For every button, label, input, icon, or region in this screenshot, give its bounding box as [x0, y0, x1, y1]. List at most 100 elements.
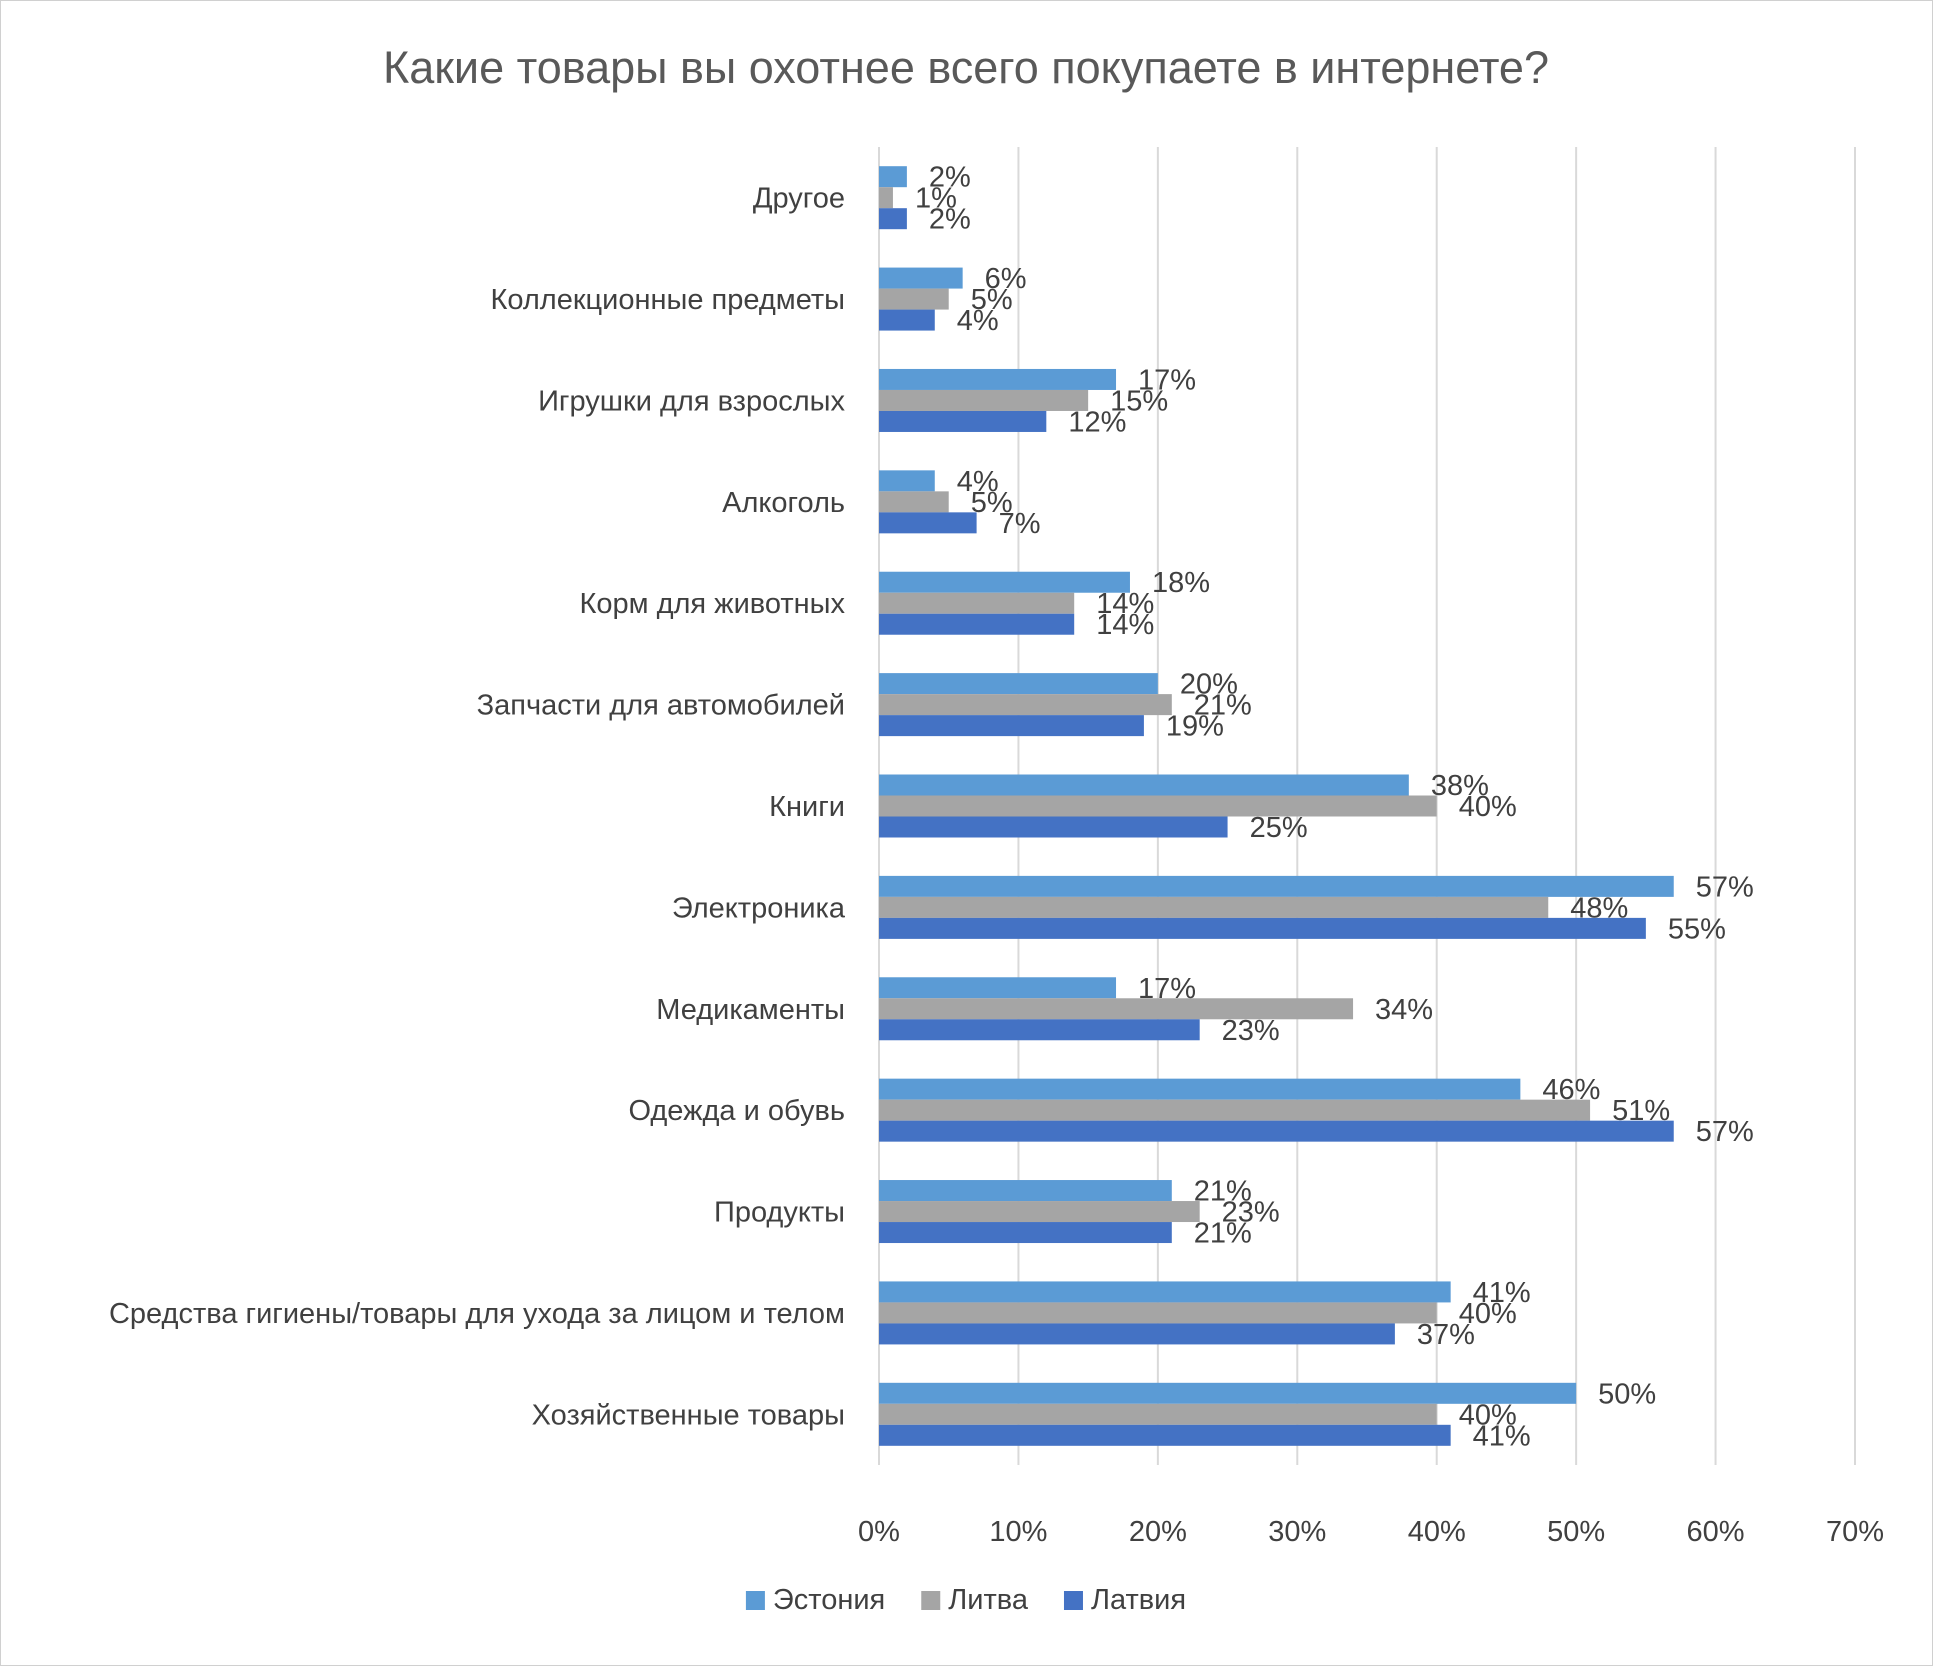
- data-label: 21%: [1194, 1176, 1252, 1208]
- category-label: Другое: [753, 183, 845, 215]
- category-label: Коллекционные предметы: [490, 284, 845, 316]
- data-label: 7%: [999, 508, 1041, 540]
- bar: [879, 512, 977, 534]
- bar: [879, 208, 907, 230]
- data-label: 5%: [971, 487, 1013, 519]
- bar: [879, 1078, 1521, 1100]
- bar: [879, 774, 1409, 796]
- data-label: 18%: [1152, 567, 1210, 599]
- bar: [879, 470, 935, 492]
- bar: [879, 309, 935, 331]
- data-label: 17%: [1138, 973, 1196, 1005]
- x-tick-label: 20%: [1129, 1516, 1187, 1548]
- value-axis: 0% 10% 20% 30% 40% 50% 60% 70%: [858, 1516, 1884, 1548]
- bar: [879, 1302, 1437, 1324]
- category-label: Книги: [769, 791, 845, 823]
- data-label: 4%: [957, 466, 999, 498]
- data-label: 2%: [929, 204, 971, 236]
- bar: [879, 998, 1354, 1020]
- category-label: Корм для животных: [579, 588, 845, 620]
- x-tick-label: 10%: [989, 1516, 1047, 1548]
- bar: [879, 1222, 1172, 1244]
- data-label: 37%: [1417, 1319, 1475, 1351]
- bar: [879, 1424, 1451, 1446]
- x-tick-label: 30%: [1268, 1516, 1326, 1548]
- bar: [879, 1019, 1200, 1041]
- data-label: 12%: [1068, 406, 1126, 438]
- data-label: 50%: [1598, 1378, 1656, 1410]
- bar: [879, 875, 1674, 897]
- bar: [879, 977, 1117, 999]
- category-label: Одежда и обувь: [628, 1095, 845, 1127]
- bar: [879, 1323, 1395, 1345]
- bar: [879, 571, 1130, 593]
- data-label: 57%: [1696, 871, 1754, 903]
- data-label: 23%: [1222, 1015, 1280, 1047]
- bar: [879, 694, 1172, 716]
- data-label: 19%: [1166, 711, 1224, 743]
- bar: [879, 1099, 1591, 1121]
- data-label: 23%: [1222, 1197, 1280, 1229]
- bar: [879, 592, 1075, 614]
- data-label: 57%: [1696, 1116, 1754, 1148]
- data-label: 55%: [1668, 913, 1726, 945]
- x-tick-label: 50%: [1547, 1516, 1605, 1548]
- category-label: Игрушки для взрослых: [538, 385, 845, 417]
- category-label: Электроника: [672, 892, 846, 924]
- chart-title: Какие товары вы охотнее всего покупаете …: [383, 42, 1549, 93]
- legend-swatch: [921, 1591, 941, 1610]
- bar: [879, 410, 1047, 432]
- bar: [879, 795, 1437, 817]
- bar: [879, 187, 893, 209]
- category-label: Средства гигиены/товары для ухода за лиц…: [109, 1298, 845, 1330]
- data-label: 20%: [1180, 669, 1238, 701]
- data-label: 6%: [985, 263, 1027, 295]
- bar: [879, 267, 963, 289]
- data-label: 2%: [929, 162, 971, 194]
- data-label: 1%: [915, 183, 957, 215]
- data-label: 21%: [1194, 690, 1252, 722]
- data-label: 4%: [957, 305, 999, 337]
- x-tick-label: 40%: [1408, 1516, 1466, 1548]
- bars: [879, 166, 1674, 1446]
- data-label: 40%: [1459, 1399, 1517, 1431]
- data-label: 51%: [1612, 1095, 1670, 1127]
- bar: [879, 673, 1158, 695]
- x-tick-label: 70%: [1826, 1516, 1884, 1548]
- bar: [879, 368, 1117, 390]
- data-label: 46%: [1542, 1074, 1600, 1106]
- x-tick-label: 60%: [1687, 1516, 1745, 1548]
- legend-swatch: [1063, 1591, 1083, 1610]
- category-label: Запчасти для автомобилей: [477, 690, 845, 722]
- x-tick-label: 0%: [858, 1516, 900, 1548]
- bar: [879, 166, 907, 188]
- data-labels: 2%1%2%6%5%4%17%15%12%4%5%7%18%14%14%20%2…: [915, 162, 1754, 1453]
- data-label: 34%: [1375, 994, 1433, 1026]
- data-label: 40%: [1459, 791, 1517, 823]
- bar: [879, 491, 949, 513]
- data-label: 15%: [1110, 385, 1168, 417]
- legend-label: Литва: [948, 1584, 1029, 1616]
- bar: [879, 613, 1075, 635]
- data-label: 41%: [1473, 1277, 1531, 1309]
- data-label: 48%: [1570, 892, 1628, 924]
- bar: [879, 288, 949, 310]
- data-label: 40%: [1459, 1298, 1517, 1330]
- data-label: 5%: [971, 284, 1013, 316]
- data-label: 17%: [1138, 364, 1196, 396]
- bar: [879, 816, 1228, 838]
- bar: [879, 1180, 1172, 1202]
- category-label: Продукты: [714, 1197, 845, 1229]
- bar: [879, 1281, 1451, 1303]
- legend-label: Эстония: [773, 1584, 885, 1616]
- category-label: Алкоголь: [722, 487, 845, 519]
- bar: [879, 1403, 1437, 1425]
- bar: [879, 1201, 1200, 1223]
- bar: [879, 1382, 1577, 1404]
- category-label: Хозяйственные товары: [532, 1399, 845, 1431]
- legend-label: Латвия: [1091, 1584, 1186, 1616]
- data-label: 25%: [1250, 812, 1308, 844]
- legend: Эстония Литва Латвия: [745, 1584, 1186, 1616]
